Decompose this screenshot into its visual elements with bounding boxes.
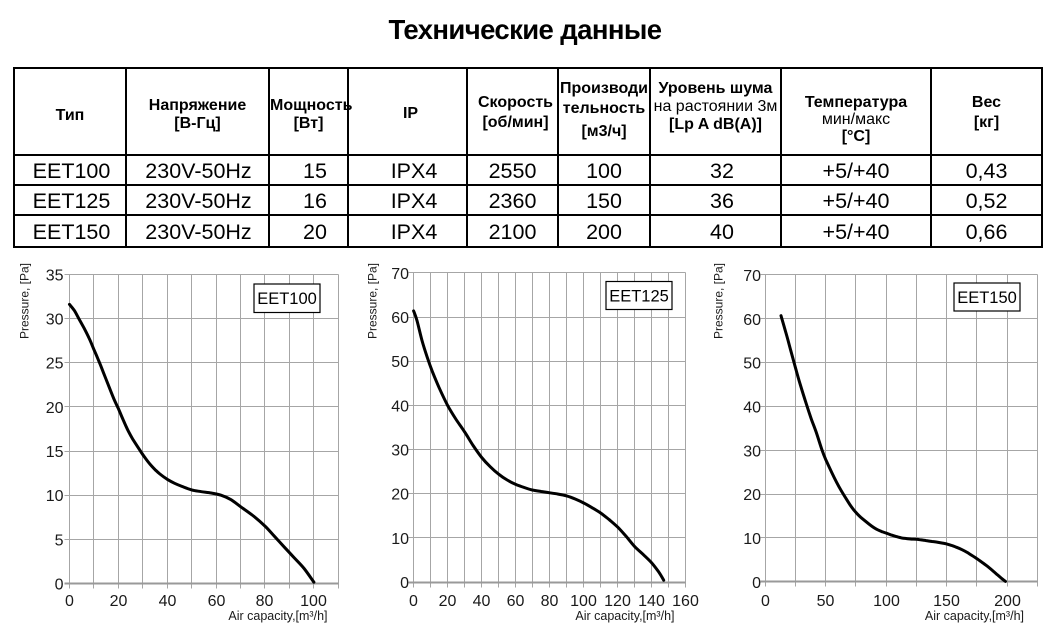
svg-text:Air capacity,[m³/h]: Air capacity,[m³/h] xyxy=(228,609,327,623)
svg-text:EET150: EET150 xyxy=(957,289,1017,307)
svg-text:40: 40 xyxy=(743,399,761,416)
svg-text:20: 20 xyxy=(439,593,457,610)
svg-text:140: 140 xyxy=(638,593,665,610)
svg-text:20: 20 xyxy=(46,400,64,417)
svg-text:20: 20 xyxy=(391,487,409,504)
svg-text:160: 160 xyxy=(672,593,699,610)
svg-text:200: 200 xyxy=(994,593,1021,610)
svg-text:100: 100 xyxy=(300,593,327,610)
svg-text:0: 0 xyxy=(761,593,770,610)
svg-text:100: 100 xyxy=(570,593,597,610)
svg-text:Air capacity,[m³/h]: Air capacity,[m³/h] xyxy=(575,609,674,623)
svg-text:0: 0 xyxy=(65,593,74,610)
svg-text:25: 25 xyxy=(46,356,64,373)
svg-text:80: 80 xyxy=(541,593,559,610)
svg-text:Pressure, [Pa]: Pressure, [Pa] xyxy=(366,263,380,339)
svg-text:EET125: EET125 xyxy=(609,288,669,306)
svg-text:15: 15 xyxy=(46,444,64,461)
svg-text:30: 30 xyxy=(743,443,761,460)
svg-text:100: 100 xyxy=(873,593,900,610)
svg-text:60: 60 xyxy=(743,312,761,329)
svg-text:10: 10 xyxy=(46,488,64,505)
svg-text:20: 20 xyxy=(110,593,128,610)
svg-text:30: 30 xyxy=(46,312,64,329)
svg-text:0: 0 xyxy=(55,577,64,594)
svg-text:10: 10 xyxy=(391,531,409,548)
svg-text:80: 80 xyxy=(256,593,274,610)
svg-text:20: 20 xyxy=(743,487,761,504)
svg-text:60: 60 xyxy=(391,310,409,327)
svg-text:60: 60 xyxy=(507,593,525,610)
svg-text:0: 0 xyxy=(400,575,409,592)
svg-text:120: 120 xyxy=(604,593,631,610)
svg-text:60: 60 xyxy=(208,593,226,610)
svg-text:0: 0 xyxy=(752,575,761,592)
svg-text:50: 50 xyxy=(743,356,761,373)
svg-text:Pressure, [Pa]: Pressure, [Pa] xyxy=(712,263,726,339)
svg-text:70: 70 xyxy=(743,268,761,285)
svg-text:5: 5 xyxy=(55,532,64,549)
svg-text:40: 40 xyxy=(473,593,491,610)
svg-text:150: 150 xyxy=(933,593,960,610)
svg-text:50: 50 xyxy=(817,593,835,610)
svg-text:35: 35 xyxy=(46,267,64,284)
svg-text:EET100: EET100 xyxy=(257,290,317,308)
svg-text:Air capacity,[m³/h]: Air capacity,[m³/h] xyxy=(925,609,1024,623)
svg-text:0: 0 xyxy=(409,593,418,610)
svg-text:30: 30 xyxy=(391,443,409,460)
svg-text:50: 50 xyxy=(391,354,409,371)
svg-text:10: 10 xyxy=(743,531,761,548)
svg-text:40: 40 xyxy=(159,593,177,610)
svg-text:40: 40 xyxy=(391,398,409,415)
svg-text:70: 70 xyxy=(391,266,409,283)
svg-text:Pressure, [Pa]: Pressure, [Pa] xyxy=(18,263,32,339)
